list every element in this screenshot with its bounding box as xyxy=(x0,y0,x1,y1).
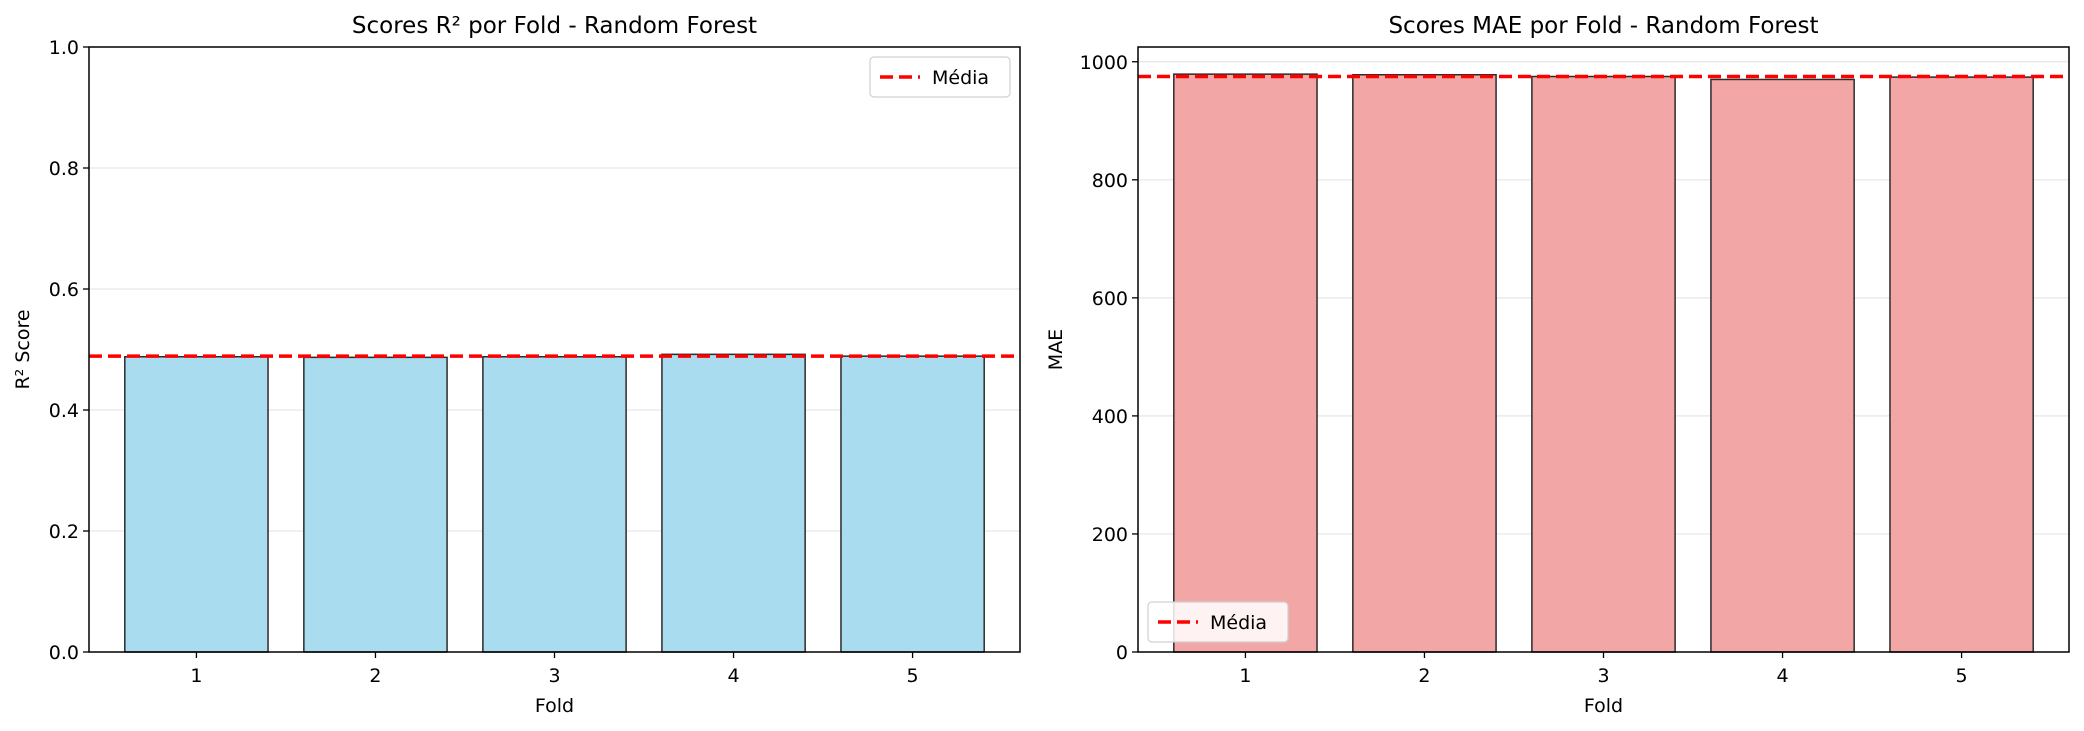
bar xyxy=(840,355,985,653)
x-tick-label: 2 xyxy=(369,665,381,687)
x-axis-label: Fold xyxy=(1584,695,1623,717)
mae-chart: 0 200 400 600 800 1000 1 2 3 4 5 Scores MAE por Fo… xyxy=(1045,13,2070,717)
y-axis-label: R² Score xyxy=(12,309,34,389)
x-tick-label: 1 xyxy=(1239,665,1251,687)
chart-title: Scores MAE por Fold - Random Forest xyxy=(1388,13,1818,39)
x-tick-label: 3 xyxy=(1597,665,1609,687)
y-tick-label: 0.8 xyxy=(49,158,79,180)
legend: Média xyxy=(1147,601,1289,643)
bar xyxy=(1531,75,1676,653)
y-tick-label: 1.0 xyxy=(49,37,79,59)
bar xyxy=(1889,76,2034,653)
bar xyxy=(1173,73,1318,653)
x-tick-label: 4 xyxy=(727,665,739,687)
y-tick-label: 0 xyxy=(1116,642,1128,664)
x-tick-label: 5 xyxy=(907,665,919,687)
legend-label: Média xyxy=(1210,612,1267,634)
r2-chart: 0.0 0.2 0.4 0.6 0.8 1.0 1 2 3 4 5 Scores R² por Fo… xyxy=(12,13,1021,717)
legend: Média xyxy=(869,56,1011,98)
x-tick-label: 1 xyxy=(190,665,202,687)
y-tick-label: 0.6 xyxy=(49,279,79,301)
y-tick-label: 0.0 xyxy=(49,642,79,664)
y-tick-label: 800 xyxy=(1092,170,1128,192)
y-tick-label: 1000 xyxy=(1080,52,1128,74)
x-axis-label: Fold xyxy=(535,695,574,717)
legend-box xyxy=(1147,601,1289,643)
x-tick-label: 5 xyxy=(1956,665,1968,687)
bar xyxy=(124,356,269,653)
legend-label: Média xyxy=(932,67,989,89)
y-axis-label: MAE xyxy=(1045,329,1067,370)
y-tick-label: 200 xyxy=(1092,524,1128,546)
x-tick-label: 3 xyxy=(548,665,560,687)
bar xyxy=(1710,78,1855,653)
x-tick-label: 4 xyxy=(1776,665,1788,687)
bar xyxy=(482,356,627,653)
y-tick-label: 0.2 xyxy=(49,521,79,543)
y-tick-label: 0.4 xyxy=(49,400,79,422)
bar xyxy=(1352,73,1497,653)
chart-title: Scores R² por Fold - Random Forest xyxy=(352,13,757,39)
x-tick-label: 2 xyxy=(1418,665,1430,687)
bar xyxy=(303,356,448,653)
bar xyxy=(661,353,806,653)
y-tick-label: 400 xyxy=(1092,406,1128,428)
y-tick-label: 600 xyxy=(1092,288,1128,310)
legend-box xyxy=(869,56,1011,98)
